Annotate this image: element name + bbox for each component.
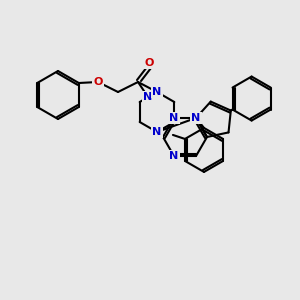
- Text: O: O: [144, 58, 154, 68]
- Text: N: N: [169, 113, 178, 123]
- Text: N: N: [169, 151, 178, 161]
- Text: N: N: [143, 92, 153, 102]
- Text: N: N: [152, 87, 162, 97]
- Text: N: N: [191, 113, 201, 123]
- Text: N: N: [152, 127, 162, 137]
- Text: O: O: [93, 77, 103, 87]
